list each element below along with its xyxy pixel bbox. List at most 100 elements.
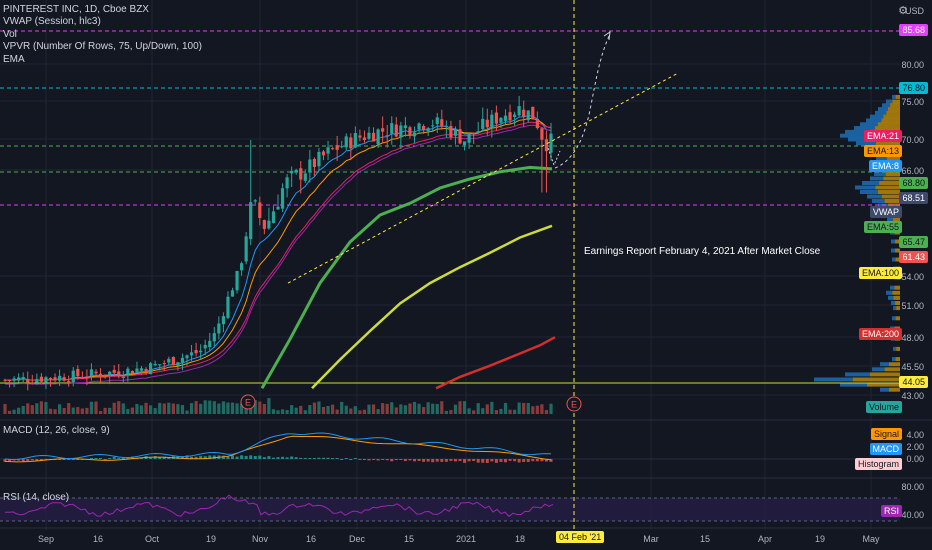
volume-bar — [258, 401, 262, 414]
candle-body — [108, 371, 112, 377]
volume-bar — [48, 408, 53, 414]
histogram-bar — [276, 457, 280, 459]
histogram-bar — [117, 457, 121, 459]
volume-bar — [280, 409, 285, 414]
candle-body — [467, 133, 471, 143]
candle-body — [217, 323, 221, 334]
profile-bar-down — [895, 94, 900, 99]
candle-body — [340, 146, 344, 148]
legend-vpvr[interactable]: VPVR (Number Of Rows, 75, Up/Down, 100) — [3, 41, 202, 53]
volume-bar — [12, 409, 16, 414]
candle-body — [244, 236, 248, 262]
volume-bar — [549, 403, 553, 414]
profile-bar-down — [887, 203, 900, 208]
legend: PINTEREST INC, 1D, Cboe BZX VWAP (Sessio… — [3, 4, 202, 66]
x-tick: 16 — [305, 534, 317, 544]
legend-vol[interactable]: Vol — [3, 28, 17, 40]
histogram-bar — [235, 456, 239, 459]
price-tick: 75.00 — [901, 97, 924, 107]
candle-body — [112, 369, 116, 373]
histogram-bar — [344, 458, 348, 459]
volume-bar — [294, 407, 298, 414]
candle-body — [103, 374, 107, 376]
profile-bar-down — [874, 126, 900, 131]
histogram-bar — [94, 458, 98, 459]
candle-body — [331, 148, 335, 150]
candle-body — [513, 114, 517, 118]
level-61.43: 61.43 — [899, 251, 928, 263]
volume-bar — [62, 408, 66, 414]
volume-bar — [203, 400, 207, 414]
volume-bar — [67, 403, 71, 414]
rsi-tick: 80.00 — [901, 482, 924, 492]
candle-body — [221, 316, 225, 325]
rsi-tick: 40.00 — [901, 510, 924, 520]
profile-bar-down — [875, 141, 900, 146]
ema200-line — [435, 336, 556, 390]
histogram-bar — [39, 459, 43, 461]
candle-body — [76, 368, 80, 377]
candle-body — [3, 379, 7, 381]
horizontal-levels — [0, 0, 900, 530]
x-tick: Apr — [757, 534, 773, 544]
rsi-line — [5, 494, 554, 518]
candle-body — [249, 202, 253, 240]
legend-vwap[interactable]: VWAP (Session, hlc3) — [3, 16, 101, 28]
legend-ema[interactable]: EMA — [3, 53, 25, 65]
histogram-bar — [426, 459, 430, 462]
volume-bar — [508, 409, 512, 414]
profile-bar-up — [892, 357, 896, 362]
volume-bar — [412, 401, 417, 414]
candle-body — [67, 381, 71, 383]
profile-bar-up — [878, 107, 888, 112]
volume-bar — [358, 410, 362, 414]
histogram-bar — [99, 458, 103, 459]
macd-tag: MACD — [869, 443, 902, 455]
rsi-label[interactable]: RSI (14, close) — [3, 492, 70, 503]
volume-bar — [394, 407, 398, 414]
profile-bar-down — [892, 290, 900, 295]
histogram-bar — [504, 459, 507, 463]
profile-bar-down — [886, 156, 900, 161]
candle-body — [481, 118, 485, 130]
histogram-bar — [281, 456, 285, 459]
histogram-bar — [490, 459, 494, 462]
volume-tag: Volume — [865, 401, 902, 413]
histogram-bar — [513, 459, 517, 462]
candle-body — [476, 131, 480, 133]
earnings-annotation[interactable]: Earnings Report February 4, 2021 After M… — [584, 246, 821, 257]
profile-bar-down — [893, 295, 900, 300]
volume-bar — [544, 410, 549, 414]
profile-bar-up — [872, 199, 885, 203]
candle-body — [367, 132, 371, 139]
projection-arrow — [554, 33, 611, 169]
histogram-bar — [408, 459, 412, 461]
candle-body — [62, 377, 66, 381]
volume-bar — [76, 407, 80, 414]
profile-bar-down — [867, 382, 900, 387]
histogram-bar — [312, 458, 316, 459]
histogram-bar — [158, 457, 162, 459]
volume-bar — [126, 408, 130, 414]
profile-bar-up — [888, 295, 894, 300]
symbol-title[interactable]: PINTEREST INC, 1D, Cboe BZX — [3, 4, 149, 15]
histogram-bar — [349, 459, 353, 460]
gear-icon[interactable]: ⚙ — [898, 5, 908, 17]
candle-body — [449, 125, 453, 138]
profile-bar-up — [892, 257, 896, 262]
profile-bar-down — [884, 199, 900, 203]
histogram-bar — [340, 459, 344, 460]
volume-bar — [349, 408, 353, 414]
volume-bar — [494, 410, 498, 414]
volume-bar — [303, 410, 307, 414]
macd-tick: 0.00 — [906, 454, 924, 464]
profile-bar-up — [893, 346, 897, 351]
level-44.05: 44.05 — [899, 376, 928, 388]
candle-body — [385, 135, 389, 137]
histogram-bar — [35, 459, 39, 462]
macd-label[interactable]: MACD (12, 26, close, 9) — [3, 425, 110, 436]
date-marker: 04 Feb '21 — [556, 531, 605, 543]
profile-bar-up — [874, 172, 886, 176]
profile-bar-down — [895, 248, 900, 253]
